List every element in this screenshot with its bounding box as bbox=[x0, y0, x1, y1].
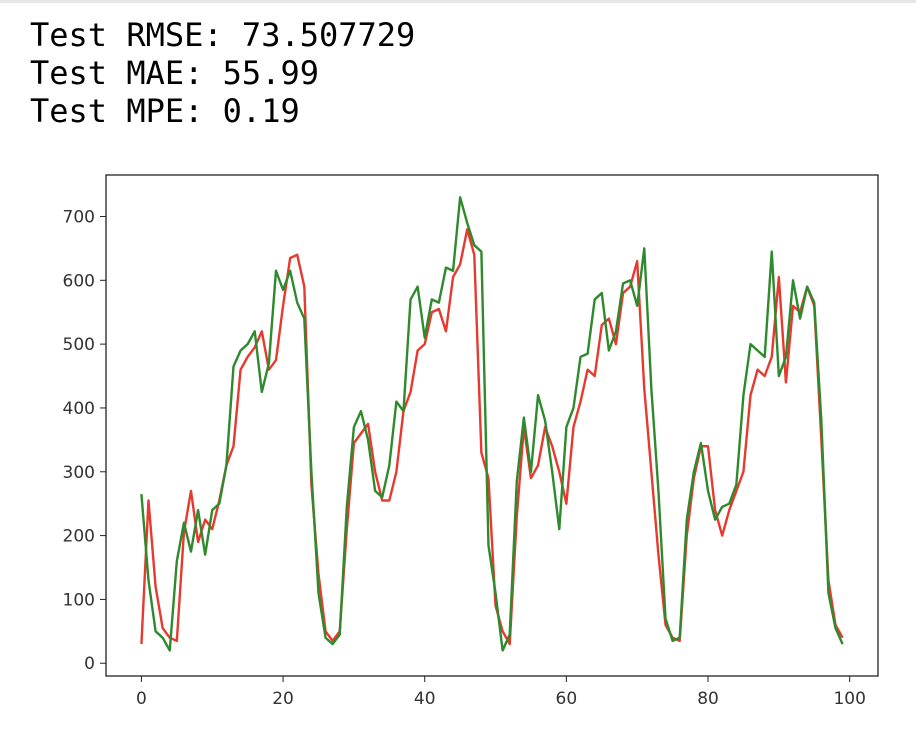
series-layer bbox=[140, 196, 844, 652]
metric-mpe: Test MPE: 0.19 bbox=[30, 92, 300, 130]
y-tick-label: 300 bbox=[63, 463, 95, 483]
y-tick-label: 500 bbox=[63, 335, 95, 355]
y-tick-label: 0 bbox=[84, 654, 95, 674]
series-line-green bbox=[140, 196, 844, 652]
x-tick-label: 20 bbox=[272, 689, 294, 709]
y-tick-label: 200 bbox=[63, 527, 95, 547]
output-cell-border bbox=[0, 0, 916, 3]
metrics-output: Test RMSE: 73.507729 Test MAE: 55.99 Tes… bbox=[30, 16, 415, 130]
x-axis: 0 20 40 60 80 100 bbox=[136, 676, 866, 709]
metric-mae: Test MAE: 55.99 bbox=[30, 54, 319, 92]
x-tick-label: 0 bbox=[136, 689, 147, 709]
y-tick-label: 100 bbox=[63, 590, 95, 610]
x-tick-label: 100 bbox=[833, 689, 865, 709]
y-tick-label: 400 bbox=[63, 399, 95, 419]
x-tick-label: 40 bbox=[414, 689, 436, 709]
plot-area-frame bbox=[105, 174, 879, 677]
metric-rmse: Test RMSE: 73.507729 bbox=[30, 16, 416, 54]
y-tick-label: 700 bbox=[63, 207, 95, 227]
y-tick-label: 600 bbox=[63, 271, 95, 291]
y-axis: 0 100 200 300 400 500 600 700 bbox=[63, 207, 106, 674]
series-line-red bbox=[140, 228, 844, 646]
x-tick-label: 80 bbox=[697, 689, 719, 709]
x-tick-label: 60 bbox=[556, 689, 578, 709]
